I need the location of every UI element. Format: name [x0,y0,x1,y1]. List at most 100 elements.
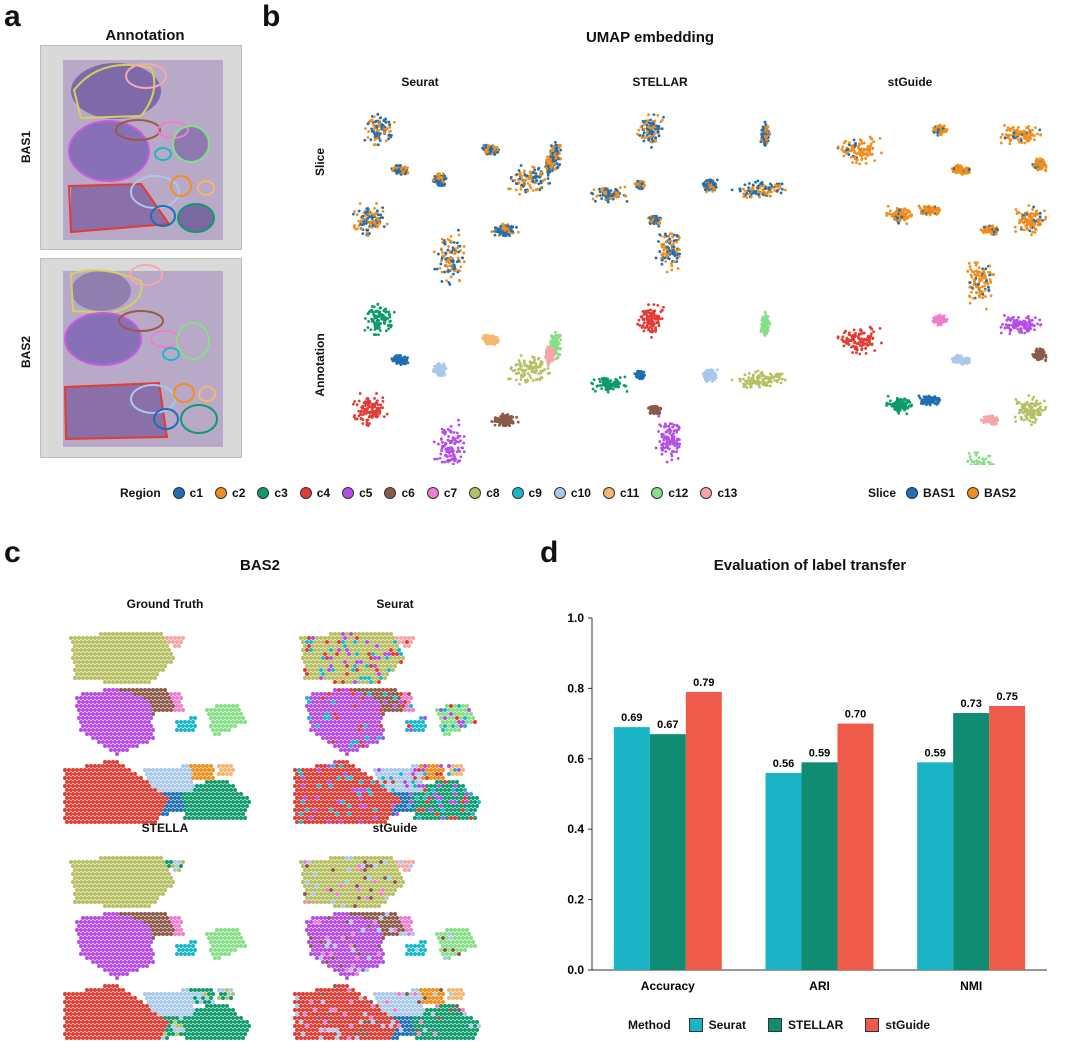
bar-stguide-ari [837,723,874,970]
spatial-map-3 [293,856,481,1040]
he-slide-bas1-image [63,60,223,240]
region-legend-item-c5: c5 [342,486,372,500]
region-legend-item-label: c3 [274,486,288,500]
spatial-title-seurat: Seurat [376,597,414,611]
panel-b-letter: b [262,0,281,33]
bar-value-label: 0.67 [657,719,678,731]
bar-value-label: 0.59 [924,747,945,759]
region-legend-item-label: c9 [528,486,542,500]
bar-stguide-nmi [989,706,1026,970]
region-legend-item-label: c6 [401,486,415,500]
slice-legend-item-swatch [906,487,919,499]
region-legend-item-c9: c9 [511,486,542,500]
panel-d-letter: d [540,536,559,569]
he-slide-bas2 [40,258,242,458]
region-legend-item-swatch [299,487,312,499]
spatial-title-stguide: stGuide [372,821,418,835]
region-legend-title: Region [120,486,161,500]
region-legend-item-c8: c8 [469,486,500,500]
slice-legend-title: Slice [868,486,897,500]
method-legend-label: stGuide [885,1018,931,1032]
y-tick-label: 0.4 [567,822,584,836]
method-legend-swatch [768,1018,783,1032]
bar-value-label: 0.59 [809,747,830,759]
y-tick-label: 0.6 [567,752,584,766]
umap-col-seurat: Seurat [401,75,439,89]
slice-legend-item-swatch [967,487,980,499]
region-legend-item-label: c10 [570,486,591,500]
region-legend-item-c10: c10 [553,486,591,500]
umap-column-2 [836,123,1048,465]
region-legend-item-label: c4 [316,486,331,500]
region-legend-item-c12: c12 [651,486,688,500]
method-legend-item-stellar: STELLAR [768,1018,843,1032]
slice-legend-item-label: BAS2 [984,486,1017,500]
method-legend-swatch [688,1018,703,1032]
panel-a-title: Annotation [105,27,185,44]
region-legend-item-swatch [651,487,664,499]
region-legend-item-swatch [700,487,713,499]
method-legend-swatch [865,1018,880,1032]
region-legend-item-label: c5 [359,486,373,500]
region-legend-item-c3: c3 [257,486,288,500]
region-legend-item-c7: c7 [426,486,458,500]
region-legend-item-label: c11 [619,486,640,500]
umap-row-annotation: Annotation [313,333,327,397]
region-legend-item-c1: c1 [172,486,203,500]
spatial-title-ground-truth: Ground Truth [126,597,204,611]
he-slide-bas1 [40,45,242,250]
umap-row-slice: Slice [313,147,327,177]
region-legend-item-label: c8 [486,486,500,500]
slice-legend-item-label: BAS1 [923,486,956,500]
umap-col-stellar: STELLAR [632,75,688,89]
slice-label-bas2: BAS2 [19,336,33,369]
bar-seurat-accuracy [613,727,650,970]
spatial-map-0 [63,632,251,824]
method-legend-label: STELLAR [788,1018,844,1032]
x-tick-label: NMI [960,979,982,993]
umap-column-1 [590,113,787,464]
spatial-grid [63,632,481,1040]
region-legend-item-c13: c13 [700,486,737,500]
bar-value-label: 0.69 [621,712,642,724]
region-legend-item-swatch [553,487,566,499]
region-legend-item-swatch [602,487,615,499]
y-tick-label: 1.0 [567,611,584,625]
umap-grid [352,112,1048,465]
bar-seurat-ari [765,772,802,970]
bar-stellar-ari [801,762,838,970]
method-legend-label: Seurat [708,1018,747,1032]
panel-c-letter: c [4,536,21,569]
region-legend-item-swatch [257,487,270,499]
region-legend-item-label: c7 [443,486,458,500]
he-slide-bas2-image [63,264,223,447]
region-legend-item-swatch [172,487,185,499]
region-legend-item-swatch [384,487,397,499]
y-tick-label: 0.8 [567,681,584,695]
method-legend-item-stguide: stGuide [865,1018,930,1032]
x-tick-label: Accuracy [641,979,695,993]
y-tick-label: 0.0 [567,963,584,977]
umap-column-0 [352,112,563,465]
region-legend-item-swatch [426,487,439,499]
region-legend-item-c11: c11 [602,486,640,500]
bar-value-label: 0.73 [960,698,981,710]
bar-chart: 0.0 0.2 0.4 0.6 0.8 1.0 0.69 0.67 0.79 Accuracy 0.… [567,611,1047,993]
x-tick-label: ARI [809,979,830,993]
region-legend-item-swatch [342,487,355,499]
panel-a-letter: a [4,0,21,33]
slice-label-bas1: BAS1 [19,131,33,164]
bar-value-label: 0.70 [845,709,866,721]
bar-value-label: 0.75 [996,691,1017,703]
region-legend-item-label: c12 [668,486,689,500]
region-legend-item-swatch [469,487,482,499]
region-legend-item-c2: c2 [215,486,245,500]
spatial-title-stella: STELLA [141,821,189,835]
bar-value-label: 0.56 [773,758,794,770]
region-legend-item-label: c2 [232,486,246,500]
bar-value-label: 0.79 [693,677,714,689]
spatial-map-1 [293,632,481,824]
y-tick-label: 0.2 [567,893,584,907]
region-legend: Region c1 c2 c3 c4 c5 c6 c7 c8 c9 c10 c11 c12 c13 [120,486,749,500]
region-legend-item-swatch [215,487,228,499]
